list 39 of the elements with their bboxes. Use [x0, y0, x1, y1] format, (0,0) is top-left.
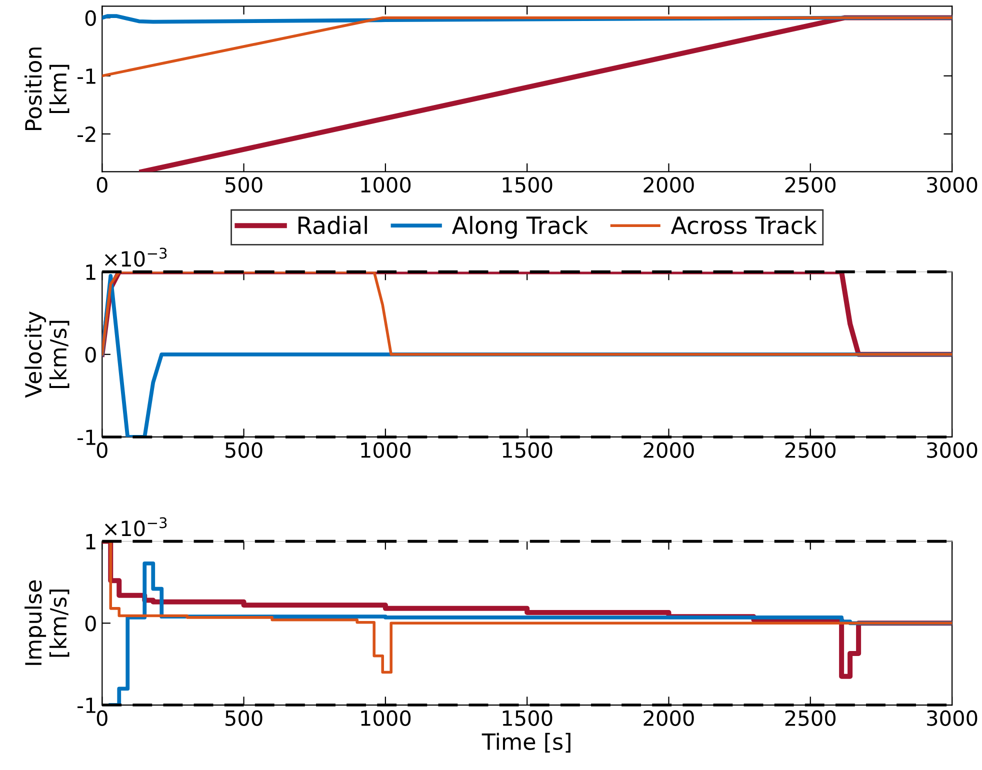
- x-tick-label: 0: [96, 442, 108, 458]
- x-axis-title: Time [s]: [482, 732, 570, 753]
- y-tick-label: -1: [78, 68, 96, 84]
- x-tick-label: 1000: [361, 442, 411, 458]
- y-axis-title: Position [km]: [24, 48, 70, 130]
- x-tick-label: 0: [96, 176, 108, 193]
- x-tick-label: 3000: [927, 710, 978, 726]
- x-tick-label: 1000: [361, 710, 411, 726]
- y-tick-label: 1: [86, 534, 96, 550]
- x-tick-label: 500: [226, 442, 262, 458]
- y-axis-title: Impulse [km/s]: [24, 580, 70, 665]
- y-tick-label: 0: [85, 10, 96, 26]
- x-tick-label: 500: [226, 176, 262, 193]
- x-tick-label: 3000: [927, 442, 978, 458]
- x-tick-label: 500: [226, 710, 262, 726]
- x-tick-label: 2000: [644, 710, 694, 726]
- y-tick-label: 1: [86, 264, 96, 280]
- legend-label: Along Track: [452, 216, 588, 239]
- legend-label: Across Track: [670, 216, 817, 234]
- x-tick-label: 2500: [785, 442, 836, 458]
- x-tick-label: 1500: [502, 442, 552, 458]
- x-tick-label: 1500: [502, 176, 552, 193]
- x-tick-label: 0: [96, 710, 108, 726]
- legend-label: Radial: [298, 216, 367, 234]
- y-tick-label: -1: [78, 698, 96, 713]
- x-tick-label: 2000: [644, 176, 694, 193]
- y-tick-label: 0: [85, 346, 96, 363]
- y-tick-label: -1: [78, 430, 96, 445]
- y-tick-label: 0: [85, 616, 96, 632]
- x-tick-label: 3000: [927, 176, 978, 193]
- y-tick-label: -2: [78, 126, 96, 142]
- y-axis-title: Velocity [km/s]: [24, 311, 70, 398]
- x-tick-label: 2500: [785, 710, 836, 726]
- x-tick-label: 2000: [644, 442, 694, 458]
- x-tick-label: 1500: [502, 710, 552, 726]
- text: ×10$^{−3}$: [104, 517, 167, 536]
- x-tick-label: 2500: [785, 176, 836, 193]
- text: ×10$^{−3}$: [104, 248, 167, 267]
- x-tick-label: 1000: [361, 176, 411, 193]
